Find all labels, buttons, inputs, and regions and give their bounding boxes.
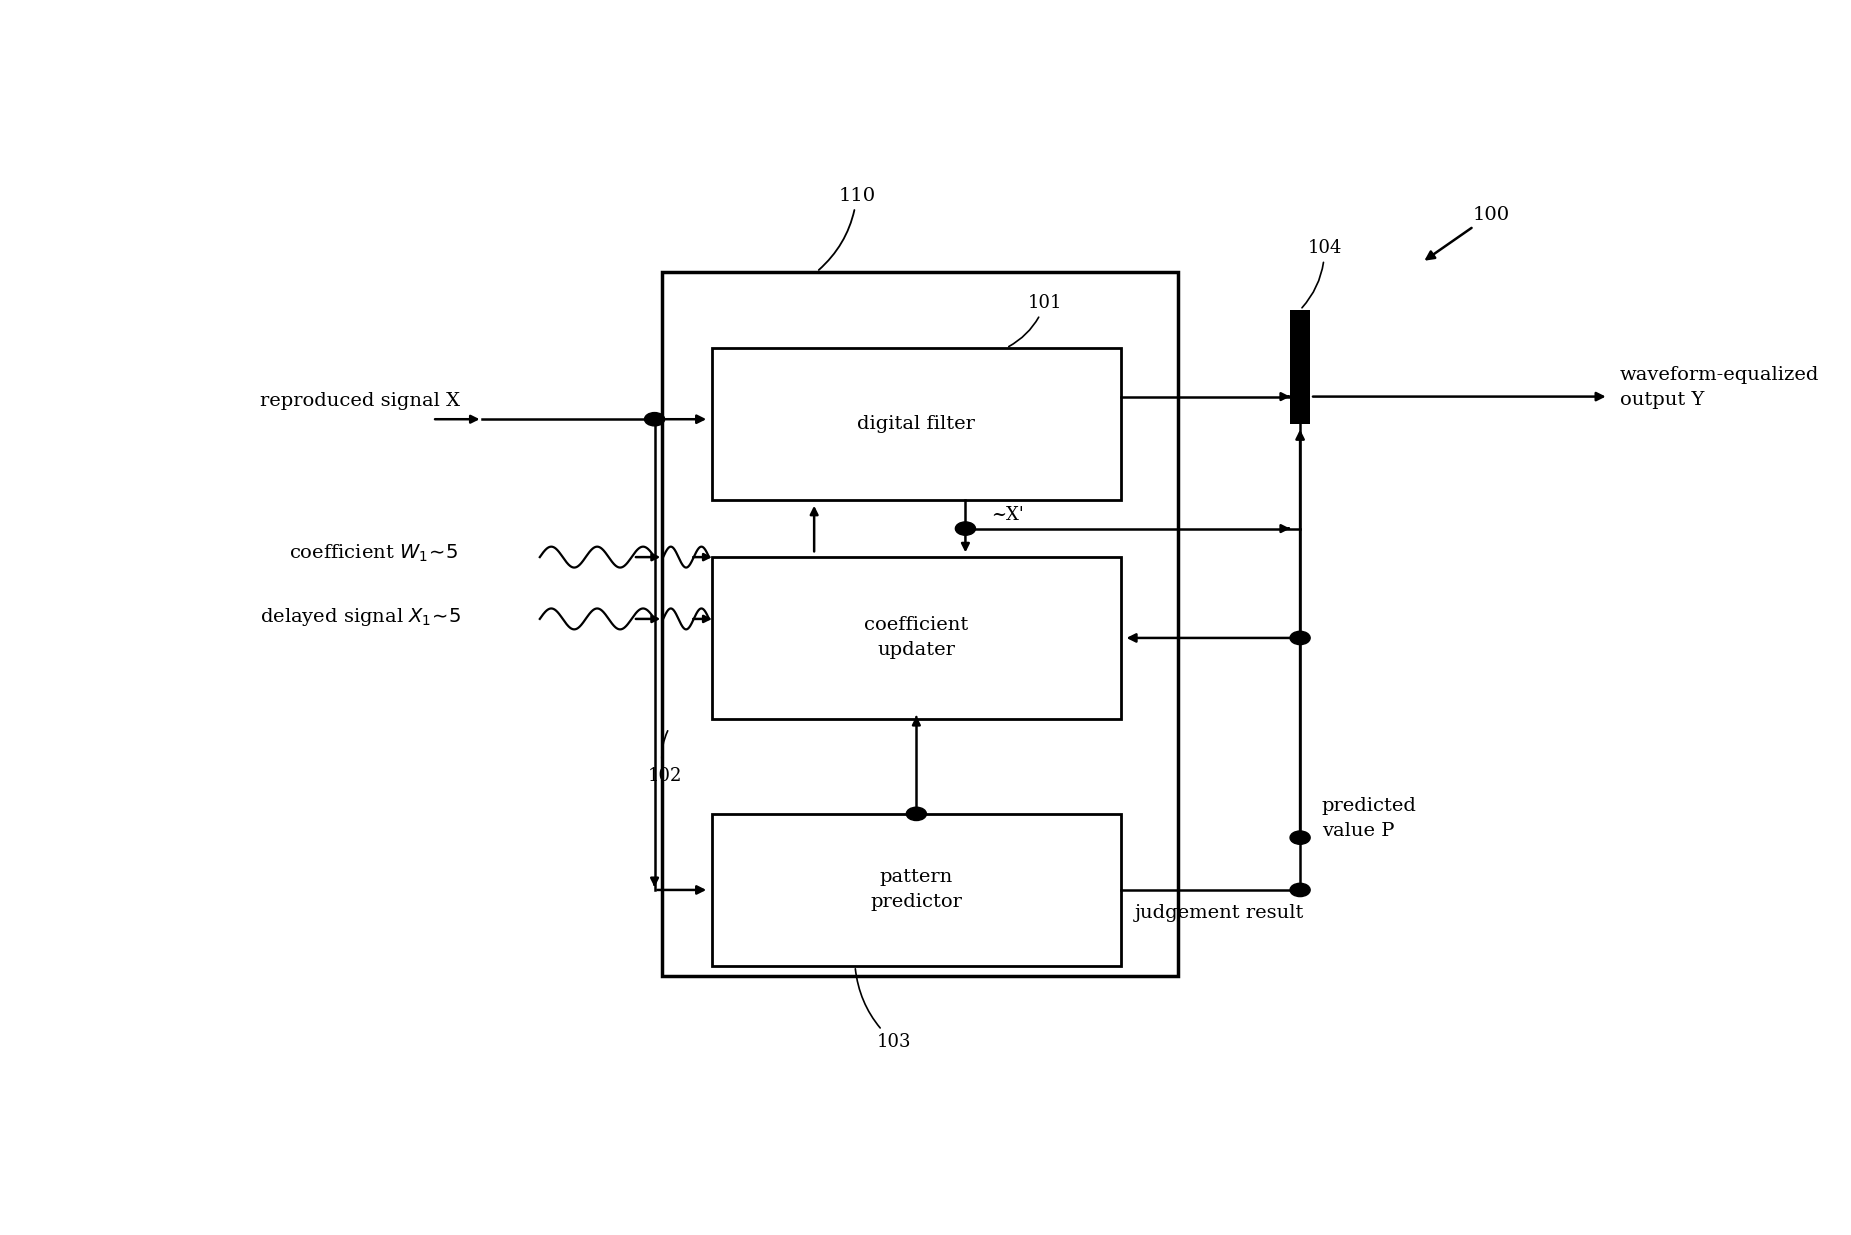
Circle shape	[1290, 883, 1311, 897]
Bar	[713, 348, 1122, 500]
Bar	[663, 272, 1177, 976]
Text: pattern
predictor: pattern predictor	[870, 868, 963, 911]
Text: 100: 100	[1427, 205, 1509, 259]
Text: ~X': ~X'	[992, 506, 1024, 524]
Circle shape	[1290, 631, 1311, 645]
Circle shape	[955, 522, 975, 535]
Circle shape	[1290, 831, 1311, 845]
Text: 103: 103	[855, 968, 911, 1051]
Text: coefficient $W_1\!\sim\!5$: coefficient $W_1\!\sim\!5$	[289, 542, 457, 563]
Text: 101: 101	[1009, 294, 1062, 347]
Text: coefficient
updater: coefficient updater	[864, 616, 968, 659]
Circle shape	[644, 412, 665, 426]
Circle shape	[907, 808, 926, 820]
Text: 110: 110	[818, 186, 876, 270]
Bar	[1290, 310, 1311, 424]
Text: judgement result: judgement result	[1135, 904, 1305, 923]
Text: digital filter: digital filter	[857, 415, 975, 433]
Text: reproduced signal X: reproduced signal X	[259, 391, 461, 410]
Text: delayed signal $X_1\!\sim\!5$: delayed signal $X_1\!\sim\!5$	[259, 606, 461, 629]
Text: predicted
value P: predicted value P	[1322, 797, 1416, 840]
Text: 102: 102	[648, 731, 681, 784]
Bar	[713, 814, 1122, 966]
Text: 104: 104	[1301, 238, 1342, 308]
Text: waveform-equalized
output Y: waveform-equalized output Y	[1620, 366, 1820, 409]
Bar	[713, 557, 1122, 719]
